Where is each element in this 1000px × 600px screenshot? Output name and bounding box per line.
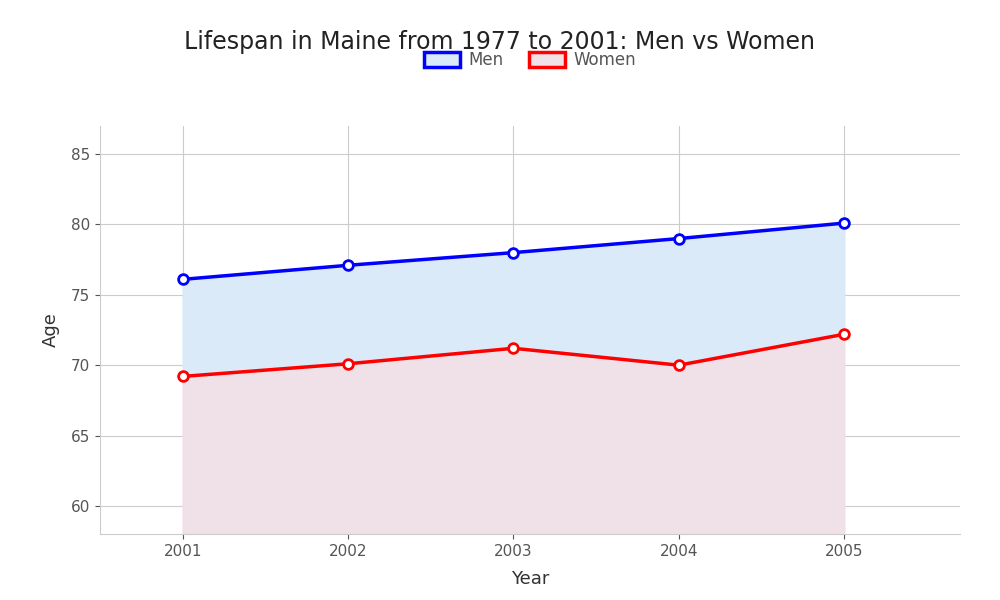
Y-axis label: Age: Age <box>42 313 60 347</box>
X-axis label: Year: Year <box>511 570 549 588</box>
Legend: Men, Women: Men, Women <box>417 44 643 76</box>
Text: Lifespan in Maine from 1977 to 2001: Men vs Women: Lifespan in Maine from 1977 to 2001: Men… <box>184 30 816 54</box>
